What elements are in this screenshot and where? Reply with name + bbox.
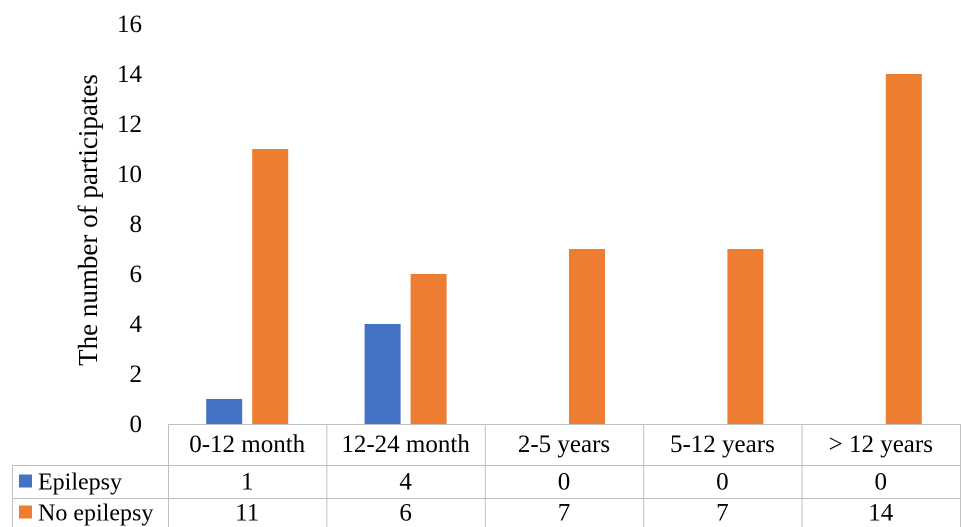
data-label: 14 [868, 500, 894, 527]
legend-swatch-epilepsy [19, 474, 32, 488]
data-label: 6 [399, 500, 412, 527]
legend-label: Epilepsy [38, 470, 122, 496]
data-label: 11 [235, 500, 259, 527]
bar-no-epilepsy [410, 274, 447, 424]
bar-epilepsy [206, 399, 243, 424]
legend-swatch-no-epilepsy [19, 505, 32, 519]
legend-label: No epilepsy [38, 501, 153, 527]
y-tick-label: 16 [117, 11, 142, 38]
y-tick-label: 4 [130, 311, 143, 338]
y-tick-label: 2 [130, 361, 143, 388]
data-label: 7 [716, 500, 729, 527]
data-label: 7 [558, 500, 571, 527]
bar-epilepsy [364, 324, 401, 424]
bar-no-epilepsy [252, 149, 289, 424]
category-label: 2-5 years [518, 431, 610, 458]
category-label: 5-12 years [670, 431, 775, 458]
y-tick-label: 6 [130, 261, 143, 288]
bar-no-epilepsy [569, 249, 605, 424]
category-label: > 12 years [829, 431, 933, 458]
bar-no-epilepsy [727, 249, 764, 424]
y-tick-label: 10 [117, 161, 142, 188]
y-tick-label: 12 [117, 111, 142, 138]
data-label: 4 [399, 469, 412, 496]
y-axis-label: The number of participates [73, 74, 103, 366]
data-table: 0-12 month 12-24 month 2-5 years 5-12 years… [12, 424, 961, 527]
y-tick-label: 8 [130, 211, 143, 238]
bar-no-epilepsy [885, 74, 922, 424]
category-label: 12-24 month [341, 431, 470, 458]
data-label: 0 [716, 469, 729, 496]
data-label: 0 [558, 469, 571, 496]
y-tick-label: 14 [117, 61, 143, 88]
plot-area [206, 74, 922, 424]
y-tick-label: 0 [130, 411, 143, 438]
y-axis: 0 2 4 6 8 10 12 14 16 [117, 11, 143, 438]
data-label: 0 [875, 469, 888, 496]
data-label: 1 [241, 469, 254, 496]
category-label: 0-12 month [189, 431, 305, 458]
